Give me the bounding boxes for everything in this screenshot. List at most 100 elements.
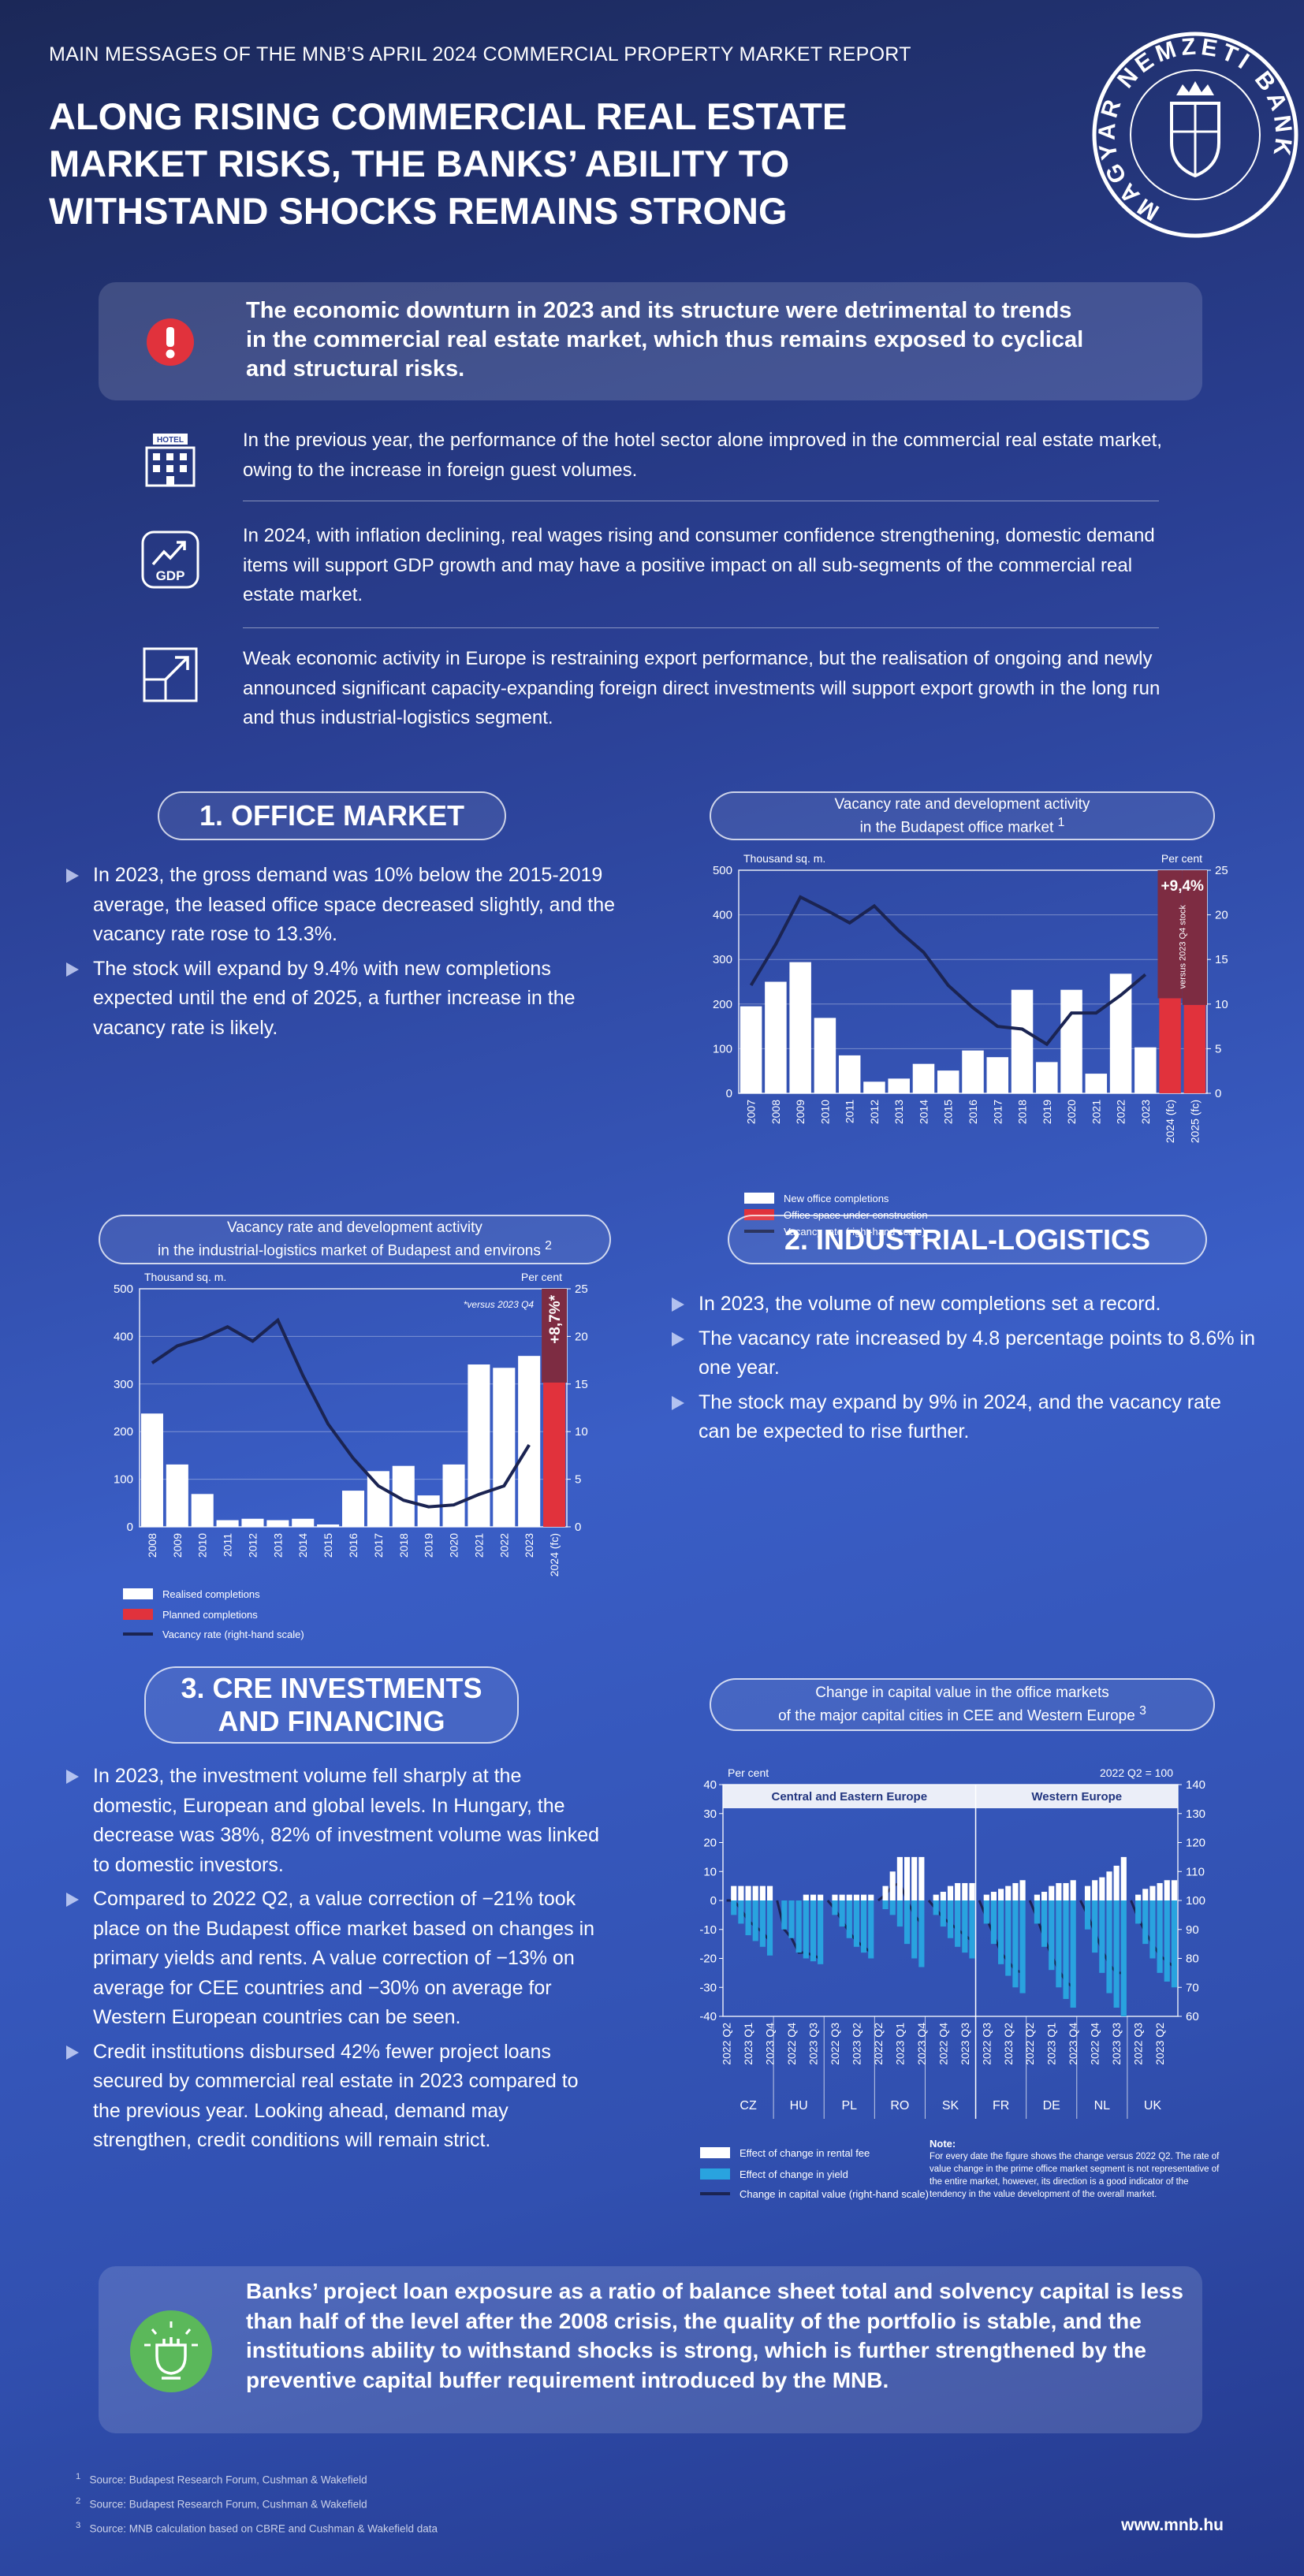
bar xyxy=(933,1900,939,1915)
x-tick-label: 2022 Q3 xyxy=(1132,2023,1145,2065)
x-tick-label: 2016 xyxy=(347,1533,360,1558)
legend-label: Planned completions xyxy=(162,1609,258,1621)
bar xyxy=(969,1882,975,1900)
x-tick-label: 2022 xyxy=(1115,1100,1127,1124)
x-tick-label: 2022 Q4 xyxy=(937,2023,949,2065)
bar xyxy=(1106,1871,1112,1900)
section-heading: 3. CRE INVESTMENTS AND FINANCING xyxy=(144,1666,519,1744)
bar xyxy=(518,1356,541,1527)
y-tick-label: 0 xyxy=(726,1087,732,1100)
bar xyxy=(853,1900,860,1947)
bar xyxy=(911,1856,918,1900)
bar xyxy=(745,1900,751,1936)
bullet: The stock may expand by 9% in 2024, and … xyxy=(672,1388,1255,1447)
annotation-note: versus 2023 Q4 stock xyxy=(1179,905,1188,989)
x-tick-label: 2022 Q2 xyxy=(872,2023,885,2065)
chart-title-line: of the major capital cities in CEE and W… xyxy=(778,1707,1135,1725)
bar xyxy=(216,1520,239,1527)
line xyxy=(151,1317,531,1509)
bar xyxy=(1120,1856,1127,1900)
section-heading-text: AND FINANCING xyxy=(218,1705,445,1737)
region-header xyxy=(975,1785,1178,1808)
conclusion-icon xyxy=(130,2310,212,2392)
bar xyxy=(1171,1880,1177,1900)
y-tick-label: 500 xyxy=(713,864,732,877)
bar xyxy=(998,1900,1004,1964)
region-header xyxy=(723,1785,976,1808)
x-tick-label: 2023 Q4 xyxy=(764,2023,777,2065)
expand-icon xyxy=(143,647,198,702)
bar xyxy=(861,1900,867,1953)
x-tick-label: 2023 Q3 xyxy=(959,2023,971,2065)
bar xyxy=(1056,1900,1062,1988)
x-tick-label: 2023 xyxy=(1139,1100,1152,1124)
bar xyxy=(341,1491,365,1527)
annotation-band xyxy=(542,1289,567,1383)
annotation: +9,4% xyxy=(1161,878,1205,895)
bar xyxy=(1070,1900,1076,2008)
x-tick-label: 2011 xyxy=(844,1100,856,1123)
x-tick-label: 2023 Q1 xyxy=(893,2023,906,2065)
bullet: Credit institutions disbursed 42% fewer … xyxy=(66,2038,610,2156)
legend-label: Effect of change in rental fee xyxy=(740,2147,870,2159)
y2-tick-label: 15 xyxy=(1215,953,1228,966)
footnote-text: Source: Budapest Research Forum, Cushman… xyxy=(89,2474,367,2486)
bar xyxy=(1157,1882,1163,1900)
note-text: For every date the figure shows the chan… xyxy=(930,2152,1220,2199)
bar xyxy=(766,1885,773,1900)
title: ALONG RISING COMMERCIAL REAL ESTATE MARK… xyxy=(49,93,847,235)
bullets: In 2023, the investment volume fell shar… xyxy=(66,1762,610,2161)
bar xyxy=(759,1885,766,1900)
footnote-mark: 3 xyxy=(76,2521,81,2530)
x-tick-label: 2016 xyxy=(967,1100,979,1124)
bar xyxy=(861,1894,867,1900)
section-heading-text: 3. CRE INVESTMENTS xyxy=(181,1672,482,1704)
country-label: HU xyxy=(790,2099,808,2113)
bar xyxy=(1157,1900,1163,1973)
bar xyxy=(962,1900,968,1953)
bar xyxy=(838,1055,861,1093)
bar xyxy=(1005,1900,1012,1976)
y2-tick-label: 5 xyxy=(1215,1042,1221,1055)
bar xyxy=(1106,1900,1112,1993)
line xyxy=(749,895,1147,1047)
bar xyxy=(889,1900,896,1915)
bar xyxy=(1159,998,1181,1093)
legend-swatch xyxy=(744,1193,774,1204)
section-heading: 1. OFFICE MARKET xyxy=(158,791,506,840)
hotel-icon: HOTEL xyxy=(145,434,196,487)
y2-tick-label: 0 xyxy=(575,1521,581,1534)
legend-label: Effect of change in yield xyxy=(740,2168,848,2180)
y2-tick-label: 15 xyxy=(575,1378,588,1391)
website: www.mnb.hu xyxy=(1121,2516,1224,2534)
y2-tick-label: 10 xyxy=(575,1425,588,1439)
x-tick-label: 2014 xyxy=(296,1533,309,1558)
bar xyxy=(1084,1900,1091,1930)
annotation-note: *versus 2023 Q4 xyxy=(464,1299,535,1310)
y2-tick-label: 10 xyxy=(1215,998,1228,1011)
y-tick-label: 0 xyxy=(127,1521,133,1534)
chart-title-line: Vacancy rate and development activity xyxy=(834,795,1090,813)
bullets: In 2023, the gross demand was 10% below … xyxy=(66,861,618,1048)
chart-title-line: in the industrial-logistics market of Bu… xyxy=(158,1242,541,1260)
bar xyxy=(1092,1900,1098,1953)
y2-tick-label: 5 xyxy=(575,1473,581,1487)
footnote-text: Source: Budapest Research Forum, Cushman… xyxy=(89,2498,367,2511)
bar xyxy=(1070,1880,1076,1900)
bar xyxy=(1142,1900,1149,1945)
bar xyxy=(745,1885,751,1900)
item-text: In the previous year, the performance of… xyxy=(243,430,1162,481)
bar xyxy=(962,1050,984,1093)
y-tick-label: 400 xyxy=(114,1330,133,1343)
y-tick-label: 200 xyxy=(713,998,732,1011)
x-tick-label: 2007 xyxy=(745,1100,758,1124)
y-tick-label: -40 xyxy=(699,2010,717,2023)
x-tick-label: 2022 Q2 xyxy=(721,2023,733,2065)
x-tick-label: 2022 Q3 xyxy=(980,2023,993,2065)
chart-title: Change in capital value in the office ma… xyxy=(710,1678,1215,1731)
y2-tick-label: 25 xyxy=(575,1282,588,1296)
bullets: In 2023, the volume of new completions s… xyxy=(672,1290,1255,1452)
bar xyxy=(1183,1004,1206,1093)
bar xyxy=(1063,1900,1069,1999)
bar xyxy=(166,1464,188,1527)
